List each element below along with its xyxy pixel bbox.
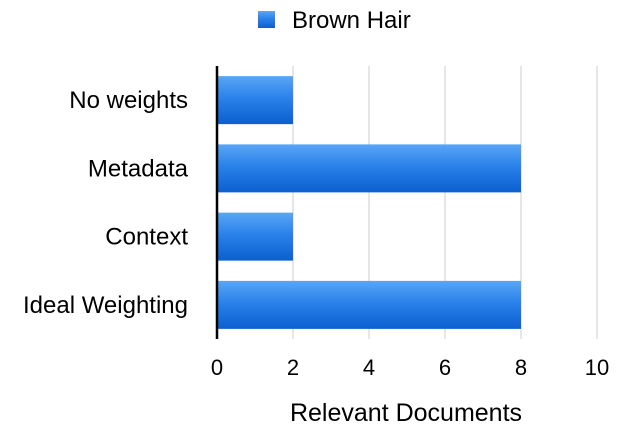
legend-swatch [258,11,275,28]
bar [217,76,293,125]
legend: Brown Hair [258,7,411,34]
category-label: Metadata [88,155,189,182]
x-tick-label: 0 [211,355,223,380]
category-labels: No weights Metadata Context Ideal Weighting [23,87,189,319]
x-tick-label: 10 [585,355,609,380]
bars [217,76,521,329]
x-tick-label: 4 [363,355,375,380]
bar [217,212,293,261]
bar [217,280,521,329]
x-tick-label: 6 [439,355,451,380]
x-axis-title: Relevant Documents [290,399,522,427]
x-tick-label: 2 [287,355,299,380]
x-tick-label: 8 [515,355,527,380]
legend-label: Brown Hair [292,7,411,34]
category-label: Context [105,224,188,251]
bar [217,144,521,193]
x-tick-labels: 0 2 4 6 8 10 [211,355,609,380]
category-label: No weights [69,87,188,114]
category-label: Ideal Weighting [23,292,188,319]
